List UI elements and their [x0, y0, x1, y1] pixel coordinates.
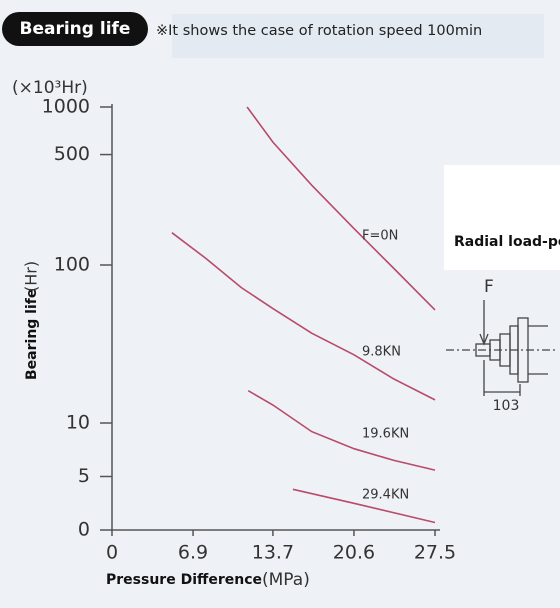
y-tick-label: 10: [66, 412, 90, 434]
dimension: [483, 360, 521, 396]
y-unit: (×10³Hr): [12, 78, 88, 98]
note-panel: [172, 14, 544, 58]
curve: [246, 106, 436, 311]
shaft-diagram: [446, 300, 556, 396]
curve-label: 19.6KN: [362, 427, 409, 442]
y-tick-label: 0: [78, 519, 90, 541]
diagram-force: F: [484, 277, 494, 297]
diagram-title: Radial load-position: [454, 234, 560, 250]
curve-label: 9.8KN: [362, 345, 401, 360]
y-tick-label: 1000: [42, 96, 90, 118]
x-title: Pressure Difference: [106, 572, 262, 588]
diagram-distance: 103: [493, 398, 520, 414]
y-tick-label: 5: [78, 465, 90, 487]
housing: [528, 325, 548, 375]
y-tick-label: 500: [54, 143, 90, 165]
x-tick-label: 27.5: [414, 542, 456, 564]
curve: [247, 390, 436, 471]
note: ※It shows the case of rotation speed 100…: [156, 23, 482, 39]
y-title: Bearing life: [24, 289, 40, 380]
x-title-unit: (MPa): [262, 570, 310, 590]
y-tick-label: 100: [54, 254, 90, 276]
badge: [2, 12, 148, 46]
curve: [171, 232, 436, 401]
x-tick-label: 20.6: [333, 542, 375, 564]
flange: [517, 317, 529, 383]
x-tick-label: 6.9: [178, 542, 208, 564]
x-tick-label: 13.7: [252, 542, 294, 564]
diagram-title-text: Radial load-position: [454, 234, 560, 250]
curve-label: F=0N: [362, 229, 398, 244]
curve: [292, 488, 436, 524]
curve-label: 29.4KN: [362, 488, 409, 503]
badge-text: Bearing life: [20, 19, 131, 39]
diagram-panel: [444, 165, 560, 270]
y-title-unit: (Hr): [22, 261, 41, 292]
x-tick-label: 0: [106, 542, 118, 564]
